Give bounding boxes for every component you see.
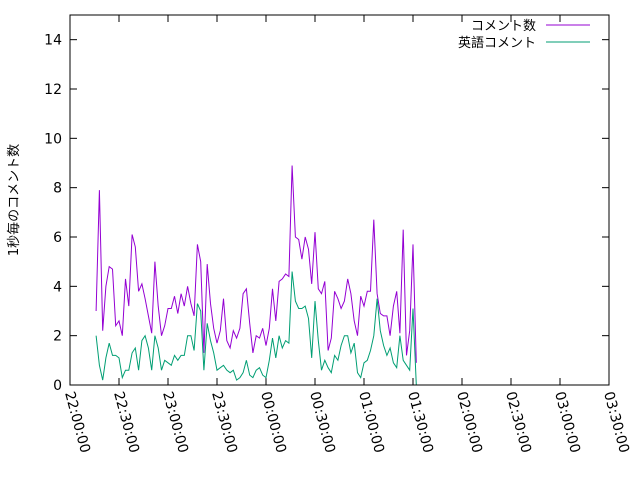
y-tick-label: 0: [53, 378, 62, 394]
x-tick-label: 00:00:00: [257, 390, 289, 455]
x-tick-label: 02:00:00: [453, 390, 485, 455]
x-tick-labels: 22:00:00 22:30:00 23:00:00 23:30:00 00:00:00…: [61, 390, 632, 455]
y-tick-label: 12: [44, 82, 62, 98]
x-tick-label: 01:30:00: [404, 390, 436, 455]
x-tick-label: 23:30:00: [208, 390, 240, 455]
series-line-0: [95, 165, 417, 363]
y-tick-label: 10: [44, 131, 62, 147]
plot-frame: [69, 14, 610, 386]
x-tick-label: 22:30:00: [110, 390, 142, 455]
y-tick-labels: 0 2 4 6 8 10 12 14: [44, 33, 62, 394]
x-tick-label: 22:00:00: [61, 390, 93, 455]
y-tick-label: 4: [53, 279, 62, 295]
x-tick-label: 23:00:00: [159, 390, 191, 455]
y-tick-label: 14: [44, 33, 62, 49]
x-tick-label: 02:30:00: [502, 390, 534, 455]
y-tick-label: 2: [53, 329, 62, 345]
y-axis-title: 1秒毎のコメント数: [6, 144, 22, 256]
series-lines: [95, 165, 417, 386]
x-tick-label: 03:00:00: [551, 390, 583, 455]
y-tick-label: 8: [53, 181, 62, 197]
x-tick-label: 01:00:00: [355, 390, 387, 455]
y-tick-label: 6: [53, 230, 62, 246]
x-tick-label: 00:30:00: [306, 390, 338, 455]
legend-label: コメント数: [471, 19, 536, 34]
x-tick-label: 03:30:00: [600, 390, 632, 455]
legend-label: 英語コメント: [458, 35, 536, 51]
series-line-1: [95, 271, 417, 386]
